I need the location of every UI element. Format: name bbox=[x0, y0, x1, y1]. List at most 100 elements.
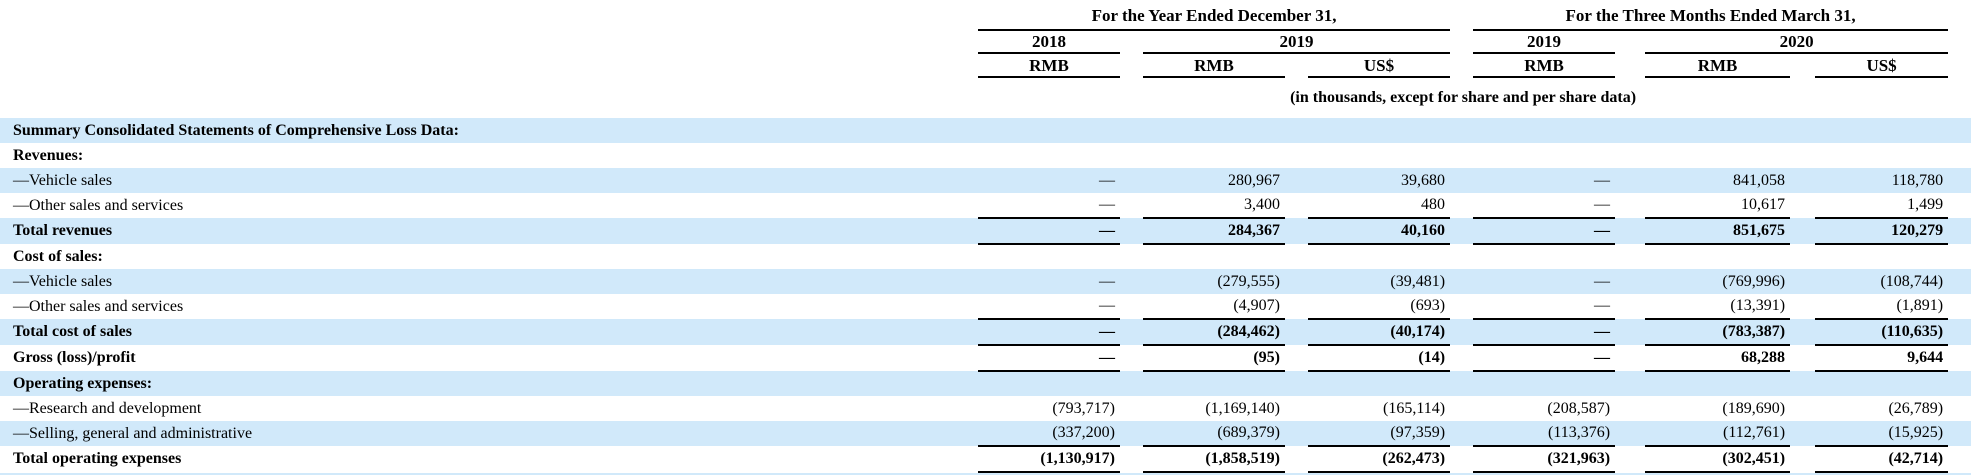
cell-gap bbox=[1948, 319, 1971, 345]
year-header-2020-q1: 2020 bbox=[1645, 30, 1949, 54]
table-row: Summary Consolidated Statements of Compr… bbox=[0, 118, 1971, 143]
cell-value: (689,379) bbox=[1143, 421, 1285, 447]
cell-gap bbox=[1450, 345, 1473, 371]
bottom-shaded-strip bbox=[0, 472, 1971, 475]
cell-value: — bbox=[1473, 319, 1616, 346]
cell-value: (1,169,140) bbox=[1205, 399, 1280, 417]
row-label: Revenues: bbox=[13, 146, 84, 164]
row-label: —Vehicle sales bbox=[13, 171, 113, 189]
cell-gap bbox=[1615, 396, 1645, 421]
cell-gap bbox=[1450, 168, 1473, 193]
header-gap bbox=[1450, 0, 1473, 30]
cell-gap bbox=[1120, 168, 1143, 193]
cell-value: (14) bbox=[1308, 345, 1451, 372]
cell-value: (693) bbox=[1308, 294, 1451, 320]
cell-value: (189,690) bbox=[1722, 399, 1786, 417]
table-row: Total operating expenses (1,130,917) (1,85… bbox=[0, 446, 1971, 473]
cell-gap bbox=[1615, 193, 1645, 218]
table-row: Gross (loss)/profit — (95) (14) — 68,288 9,644 bbox=[0, 345, 1971, 372]
cell-gap bbox=[965, 118, 978, 143]
table-row: —Vehicle sales — (279,555) (39,481) — (769,99… bbox=[0, 269, 1971, 294]
cell-gap bbox=[1790, 319, 1815, 345]
cell-gap bbox=[1120, 345, 1143, 371]
unit-header: RMB bbox=[1473, 53, 1616, 78]
unit-header: US$ bbox=[1308, 53, 1451, 78]
cell-value: 280,967 bbox=[1228, 171, 1280, 189]
cell-gap bbox=[1948, 345, 1971, 371]
cell-value bbox=[1308, 143, 1450, 168]
header-row-years: 2018 2019 2019 2020 bbox=[0, 30, 1971, 54]
table-row: Operating expenses: bbox=[0, 371, 1971, 396]
cell-gap bbox=[965, 193, 978, 218]
header-gap bbox=[1285, 53, 1308, 77]
cell-value: — bbox=[1473, 345, 1616, 372]
cell-value bbox=[1815, 118, 1948, 143]
cell-gap bbox=[1790, 345, 1815, 371]
cell-value: (95) bbox=[1143, 345, 1285, 372]
cell-gap bbox=[1285, 218, 1308, 244]
cell-value: — bbox=[1473, 218, 1616, 245]
header-gap bbox=[1948, 53, 1971, 77]
header-spacer bbox=[0, 77, 978, 118]
row-label: —Other sales and services bbox=[13, 297, 184, 315]
cell-value: 284,367 bbox=[1143, 218, 1285, 245]
cell-value: (110,635) bbox=[1815, 319, 1949, 346]
cell-value: — bbox=[1473, 294, 1616, 320]
header-gap bbox=[1948, 0, 1971, 30]
cell-value: (337,200) bbox=[978, 421, 1120, 447]
cell-gap bbox=[1450, 143, 1473, 168]
cell-value: (108,744) bbox=[1880, 272, 1944, 290]
header-gap bbox=[1615, 53, 1645, 77]
header-gap bbox=[1615, 30, 1645, 53]
cell-gap bbox=[965, 244, 978, 269]
header-gap bbox=[1450, 53, 1473, 77]
cell-value: (15,925) bbox=[1815, 421, 1949, 447]
cell-gap bbox=[1790, 371, 1815, 396]
cell-gap bbox=[1615, 371, 1645, 396]
cell-value: (1,858,519) bbox=[1143, 446, 1285, 473]
cell-gap bbox=[1790, 396, 1815, 421]
cell-gap bbox=[1615, 218, 1645, 244]
cell-gap bbox=[1948, 168, 1971, 193]
cell-gap bbox=[1285, 269, 1308, 294]
cell-gap bbox=[1948, 446, 1971, 472]
row-label: Operating expenses: bbox=[13, 374, 153, 392]
year-header-2018: 2018 bbox=[978, 30, 1120, 54]
table-row: —Other sales and services — (4,907) (693) — (… bbox=[0, 294, 1971, 320]
table-row: Total revenues — 284,367 40,160 — 851,675 120,… bbox=[0, 218, 1971, 245]
cell-value bbox=[1308, 244, 1450, 269]
col-group-year-ended: For the Year Ended December 31, bbox=[978, 0, 1451, 31]
table-row: —Research and development (793,717) (1,169… bbox=[0, 396, 1971, 421]
header-row-units: RMB RMB US$ RMB RMB US$ bbox=[0, 53, 1971, 78]
cell-gap bbox=[1790, 446, 1815, 472]
row-label: —Other sales and services bbox=[13, 196, 184, 214]
cell-value: (208,587) bbox=[1547, 399, 1611, 417]
row-label: —Vehicle sales bbox=[13, 272, 113, 290]
cell-gap bbox=[1450, 244, 1473, 269]
cell-value: — bbox=[1473, 193, 1616, 219]
cell-gap bbox=[1450, 396, 1473, 421]
cell-gap bbox=[1790, 244, 1815, 269]
table-row: —Other sales and services — 3,400 480 — 10,61… bbox=[0, 193, 1971, 219]
table-body: Summary Consolidated Statements of Compr… bbox=[0, 118, 1971, 473]
cell-value: 10,617 bbox=[1645, 193, 1791, 219]
cell-gap bbox=[1615, 244, 1645, 269]
cell-gap bbox=[1285, 294, 1308, 319]
cell-value bbox=[1645, 244, 1790, 269]
cell-gap bbox=[965, 345, 978, 371]
cell-value: (165,114) bbox=[1382, 399, 1446, 417]
table-row: Revenues: bbox=[0, 143, 1971, 168]
cell-gap bbox=[1615, 294, 1645, 319]
cell-value bbox=[1645, 143, 1790, 168]
cell-value bbox=[978, 143, 1120, 168]
cell-gap bbox=[1120, 396, 1143, 421]
cell-gap bbox=[1790, 193, 1815, 218]
cell-gap bbox=[1285, 118, 1308, 143]
year-header-2019-annual: 2019 bbox=[1143, 30, 1451, 54]
cell-value bbox=[1473, 118, 1615, 143]
cell-gap bbox=[1285, 421, 1308, 446]
cell-gap bbox=[1450, 319, 1473, 345]
col-group-three-months: For the Three Months Ended March 31, bbox=[1473, 0, 1949, 31]
header-gap bbox=[1948, 77, 1971, 118]
